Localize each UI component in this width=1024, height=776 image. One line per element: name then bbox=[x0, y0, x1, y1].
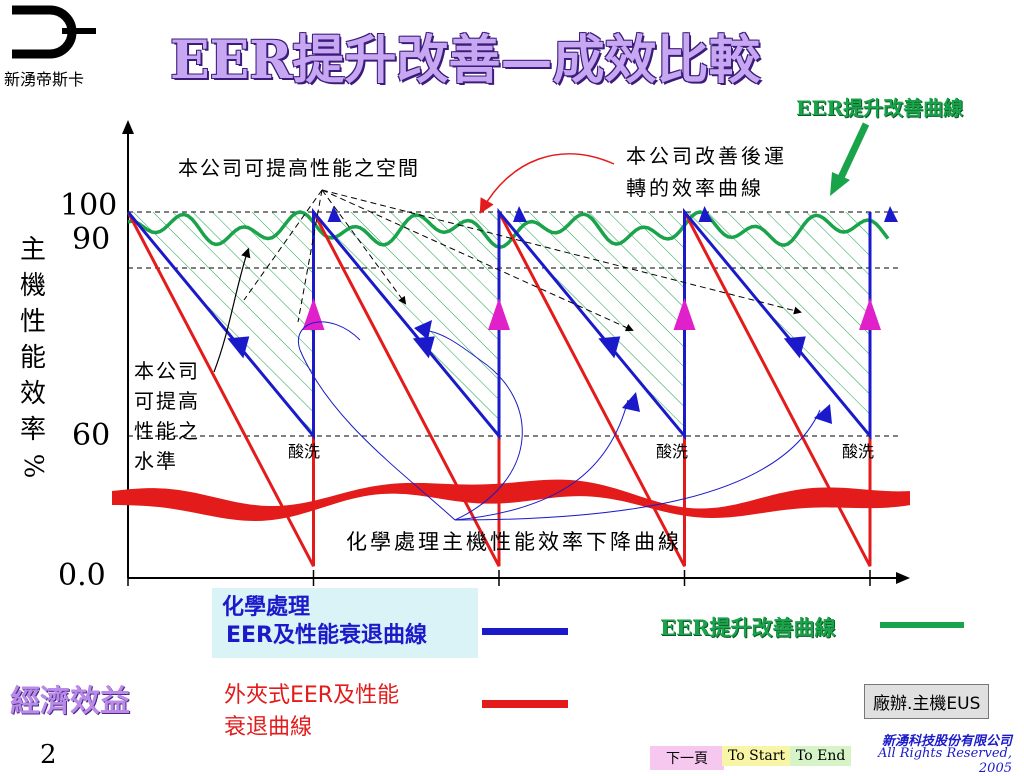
chemical-curve-pointer bbox=[297, 321, 456, 521]
legend-chemical-box: 化學處理 EER及性能衰退曲線 bbox=[212, 588, 478, 658]
nav-next-button[interactable]: 下一頁 bbox=[650, 746, 724, 770]
blue-arrowhead-icon bbox=[814, 404, 832, 424]
blue-arrowhead-icon bbox=[622, 392, 640, 412]
y-label-char: 主 bbox=[19, 235, 46, 265]
decline-arrowhead-icon bbox=[227, 336, 250, 359]
y-tick-90: 90 bbox=[72, 222, 111, 257]
page-number: 2 bbox=[40, 740, 57, 770]
acid-wash-label: 酸洗 bbox=[656, 442, 689, 461]
y-label-char: 率 bbox=[19, 415, 46, 445]
y-label-char: 機 bbox=[19, 271, 46, 301]
improved-annotation-line2: 轉的效率曲線 bbox=[626, 176, 764, 200]
top-arrowhead-icon bbox=[884, 206, 898, 222]
logo-magnet-icon bbox=[12, 5, 96, 59]
chemical-treatment-line bbox=[126, 207, 872, 441]
y-tick-60: 60 bbox=[72, 418, 111, 453]
legend-chemical-swatch bbox=[482, 628, 568, 635]
company-logo-name: 新湧帝斯卡 bbox=[4, 70, 85, 89]
blue-arrowhead-icon bbox=[414, 320, 432, 340]
y-label-char: 效 bbox=[19, 379, 46, 409]
y-tick-0: 0.0 bbox=[58, 558, 106, 593]
economic-benefit-heading: 經濟效益 bbox=[10, 684, 130, 719]
recovery-arrowhead-icon bbox=[488, 298, 510, 330]
y-axis-label: 主 機 性 能 效 率 % bbox=[18, 232, 48, 484]
legend-external-swatch bbox=[482, 700, 568, 708]
level-annotation-line: 本公司 bbox=[134, 359, 200, 383]
legend-external-line2: 衰退曲線 bbox=[224, 715, 313, 740]
acid-wash-label: 酸洗 bbox=[842, 442, 875, 461]
level-pointer-arrow bbox=[213, 247, 251, 373]
green-pointer-arrow-icon bbox=[830, 122, 870, 196]
page-title: EER提升改善—成效比較 bbox=[170, 30, 761, 91]
nav-to-end-button[interactable]: To End bbox=[790, 746, 852, 766]
level-annotation-line: 可提高 bbox=[134, 389, 200, 413]
y-label-char: 能 bbox=[19, 343, 46, 373]
eer-improvement-line bbox=[127, 210, 890, 250]
y-label-char: 性 bbox=[19, 307, 46, 337]
x-axis-arrow-icon bbox=[896, 572, 910, 584]
annotation-dashed-arrow bbox=[243, 189, 323, 301]
department-badge: 廠辦.主機EUS bbox=[864, 684, 990, 719]
nav-to-start-button[interactable]: To Start bbox=[722, 746, 792, 766]
legend-chemical-line2: EER及性能衰退曲線 bbox=[226, 623, 427, 648]
eer-curve-top-label: EER提升改善曲線 bbox=[796, 96, 964, 120]
annotation-dashed-arrow bbox=[321, 189, 802, 315]
y-axis-arrow-icon bbox=[122, 120, 134, 134]
improved-curve-pointer-arrow bbox=[479, 153, 615, 214]
legend-external-box: 外夾式EER及性能 衰退曲線 bbox=[214, 680, 482, 746]
external-clamp-band bbox=[112, 479, 910, 521]
level-annotation-line: 性能之 bbox=[134, 419, 200, 443]
recovery-arrowhead-icon bbox=[859, 298, 881, 330]
annotation-dashed-arrow bbox=[321, 189, 634, 332]
annotation-dashed-arrow bbox=[321, 189, 407, 305]
decline-arrowhead-icon bbox=[412, 336, 435, 359]
chemical-curve-pointer bbox=[454, 399, 629, 521]
legend-chemical-line1: 化學處理 bbox=[222, 595, 311, 620]
improved-annotation-line1: 本公司改善後運 bbox=[626, 144, 787, 168]
legend-eer-swatch bbox=[880, 622, 964, 628]
y-tick-100: 100 bbox=[60, 188, 118, 223]
company-full-name: 新湧科技股份有限公司 bbox=[881, 734, 1012, 749]
chemical-curve-pointer bbox=[419, 329, 523, 521]
copyright: All Rights Reserved, 2005 bbox=[877, 746, 1012, 776]
legend-eer-label: EER提升改善曲線 bbox=[660, 615, 836, 640]
level-annotation: 本公司 可提高 性能之 水準 bbox=[134, 356, 200, 476]
space-annotation: 本公司可提高性能之空間 bbox=[178, 156, 420, 180]
chemical-curve-pointer bbox=[454, 409, 821, 521]
decline-arrowhead-icon bbox=[598, 336, 621, 359]
top-arrowhead-icon bbox=[513, 206, 527, 222]
legend-external-line1: 外夾式EER及性能 bbox=[224, 683, 400, 708]
recovery-arrowhead-icon bbox=[673, 298, 696, 330]
acid-wash-label: 酸洗 bbox=[288, 442, 321, 461]
chemical-curve-annotation: 化學處理主機性能效率下降曲線 bbox=[346, 530, 682, 554]
decline-arrowhead-icon bbox=[783, 336, 806, 359]
level-annotation-line: 水準 bbox=[134, 449, 178, 473]
top-arrowhead-icon bbox=[698, 206, 713, 222]
annotation-dashed-arrow bbox=[297, 189, 323, 323]
top-arrowhead-icon bbox=[327, 206, 342, 222]
